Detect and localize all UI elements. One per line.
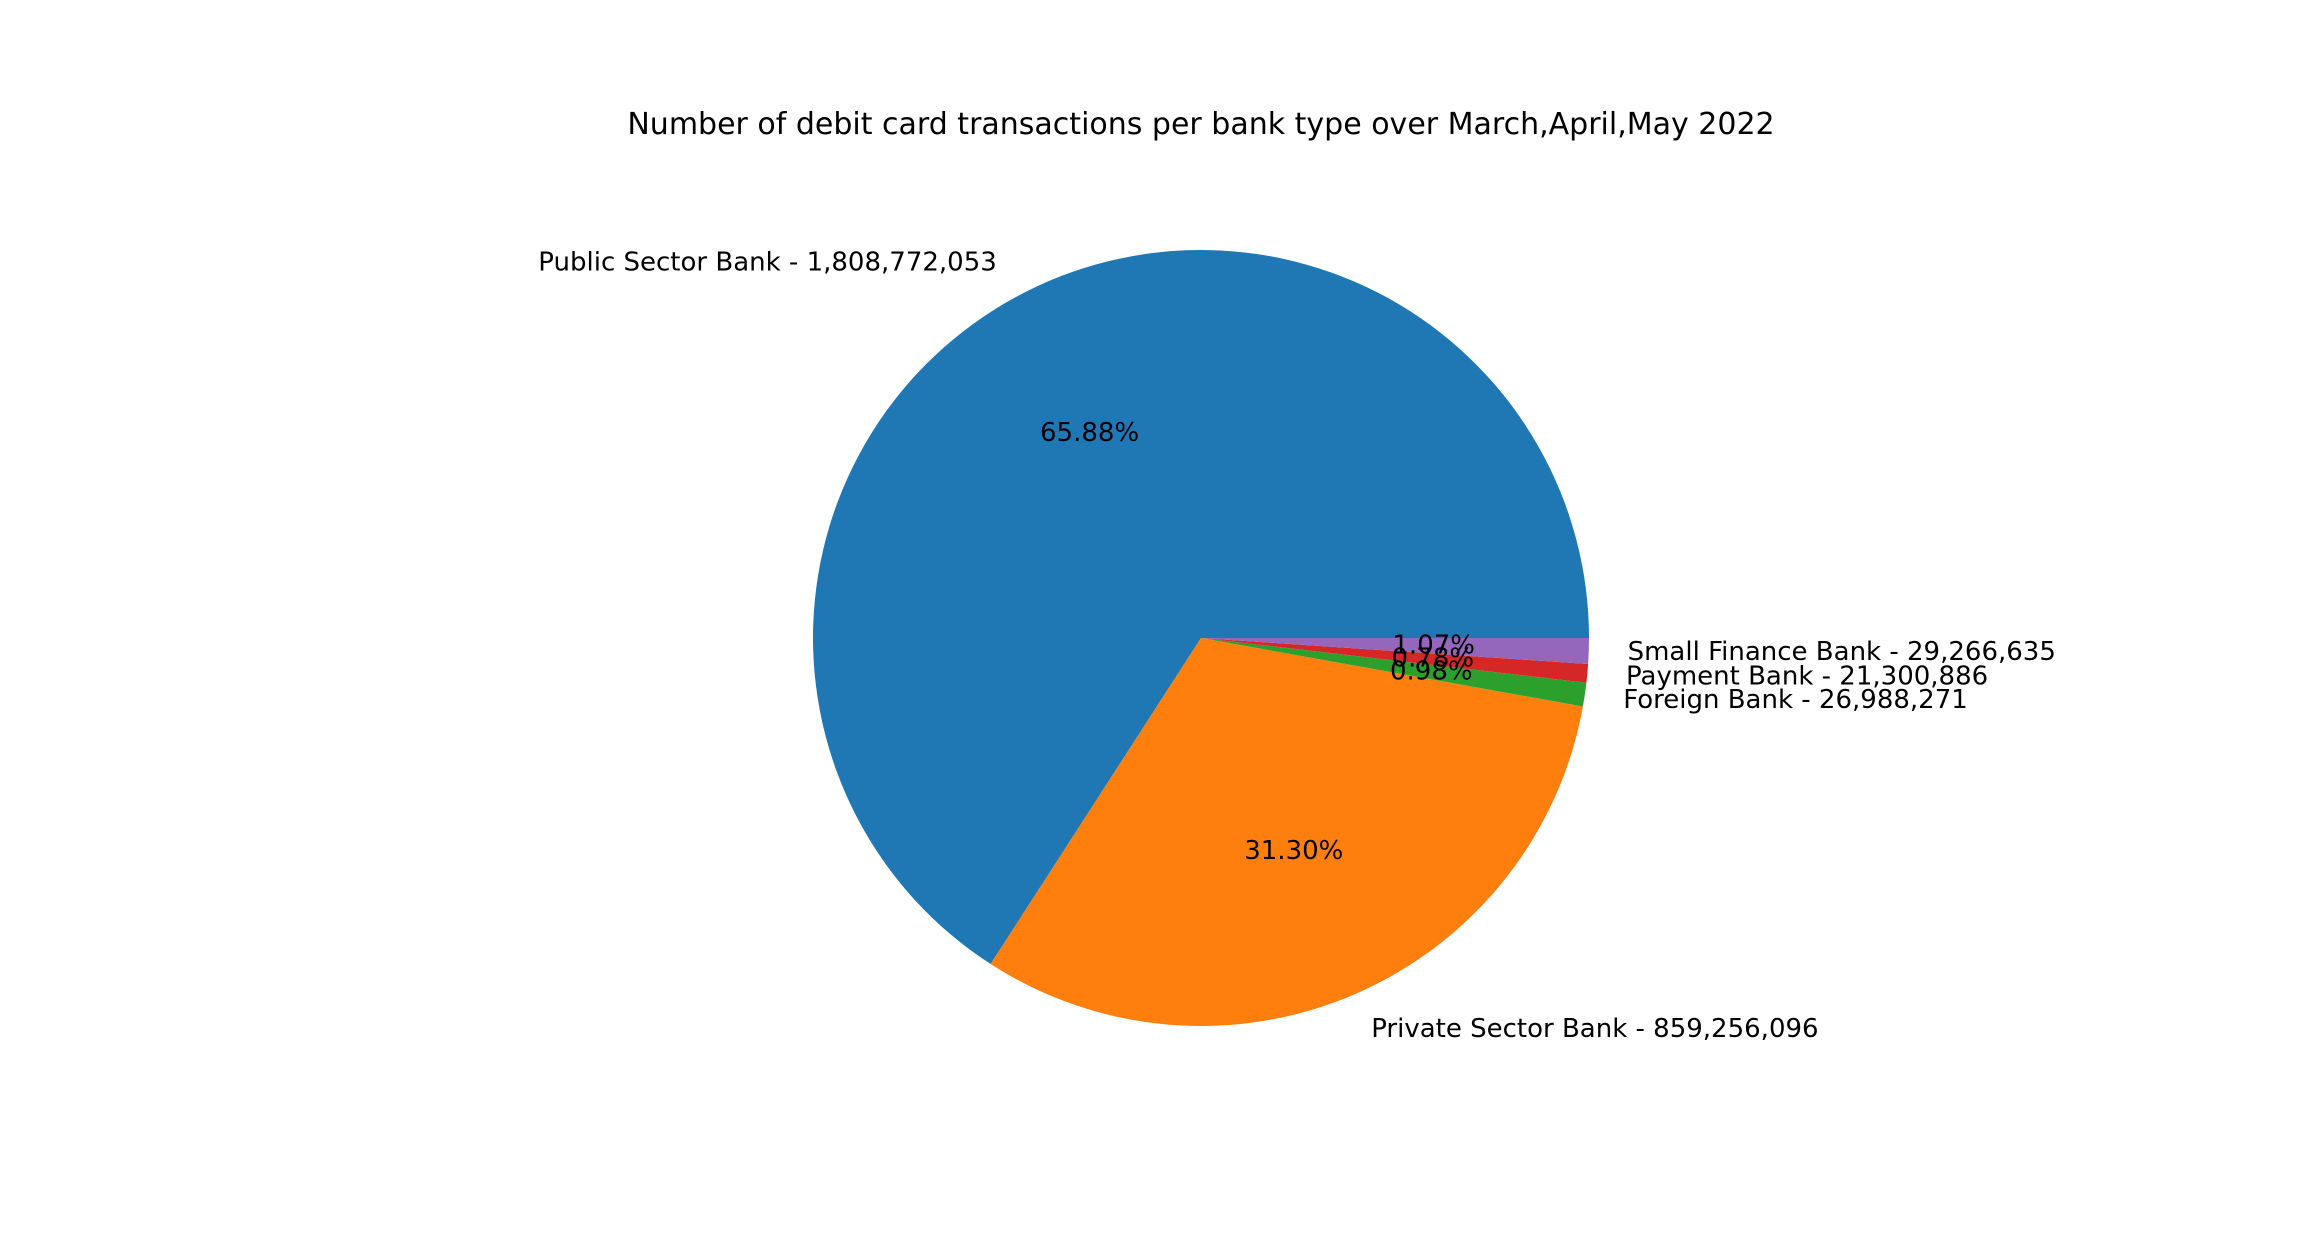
pie-slice-3 bbox=[1201, 638, 1589, 683]
slice-labels: Public Sector Bank - 1,808,772,053 Privat… bbox=[538, 248, 2056, 1044]
slice-label-0: Public Sector Bank - 1,808,772,053 bbox=[538, 248, 997, 278]
percent-label-0: 65.88% bbox=[1040, 418, 1139, 448]
pie-slice-1 bbox=[990, 638, 1583, 1026]
percent-labels: 65.88% 31.30% 0.98%0.78%1.07% bbox=[1040, 418, 1475, 866]
slice-label-3: Payment Bank - 21,300,886 bbox=[1626, 661, 1988, 691]
percent-label-1: 31.30% bbox=[1244, 836, 1343, 866]
pie-slices bbox=[812, 249, 1589, 1026]
percent-label-4: 1.07% bbox=[1392, 630, 1475, 660]
pie-slice-2 bbox=[1201, 638, 1587, 707]
percent-label-3: 0.78% bbox=[1391, 644, 1474, 674]
pie-slice-4 bbox=[1201, 638, 1589, 664]
percent-label-2: 0.98% bbox=[1390, 657, 1473, 687]
slice-label-2: Foreign Bank - 26,988,271 bbox=[1623, 685, 1968, 715]
slice-label-4: Small Finance Bank - 29,266,635 bbox=[1628, 637, 2056, 667]
chart-title: Number of debit card transactions per ba… bbox=[627, 107, 1774, 142]
slice-label-1: Private Sector Bank - 859,256,096 bbox=[1371, 1014, 1818, 1044]
pie-slice-0 bbox=[812, 249, 1589, 965]
